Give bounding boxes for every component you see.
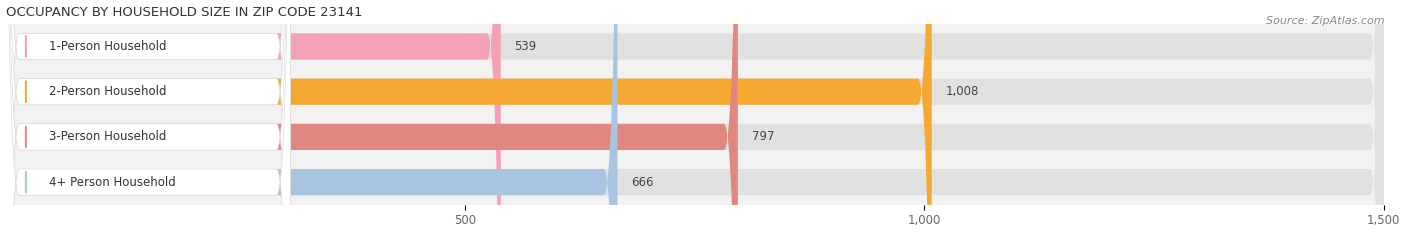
FancyBboxPatch shape bbox=[6, 160, 1384, 205]
FancyBboxPatch shape bbox=[6, 24, 1384, 69]
Text: 2-Person Household: 2-Person Household bbox=[49, 85, 166, 98]
FancyBboxPatch shape bbox=[6, 0, 932, 233]
Text: Source: ZipAtlas.com: Source: ZipAtlas.com bbox=[1267, 16, 1385, 26]
FancyBboxPatch shape bbox=[6, 0, 501, 233]
FancyBboxPatch shape bbox=[6, 0, 291, 233]
Text: 3-Person Household: 3-Person Household bbox=[49, 130, 166, 143]
FancyBboxPatch shape bbox=[6, 0, 738, 233]
FancyBboxPatch shape bbox=[6, 0, 291, 233]
Text: 4+ Person Household: 4+ Person Household bbox=[49, 176, 176, 189]
FancyBboxPatch shape bbox=[6, 69, 1384, 114]
Text: 797: 797 bbox=[752, 130, 775, 143]
FancyBboxPatch shape bbox=[6, 0, 291, 233]
FancyBboxPatch shape bbox=[6, 0, 1384, 233]
FancyBboxPatch shape bbox=[6, 0, 1384, 233]
FancyBboxPatch shape bbox=[6, 0, 1384, 233]
Text: 1,008: 1,008 bbox=[945, 85, 979, 98]
Text: 666: 666 bbox=[631, 176, 654, 189]
Text: OCCUPANCY BY HOUSEHOLD SIZE IN ZIP CODE 23141: OCCUPANCY BY HOUSEHOLD SIZE IN ZIP CODE … bbox=[6, 6, 363, 19]
FancyBboxPatch shape bbox=[6, 0, 291, 233]
FancyBboxPatch shape bbox=[6, 0, 617, 233]
FancyBboxPatch shape bbox=[6, 114, 1384, 160]
Text: 539: 539 bbox=[515, 40, 537, 53]
Text: 1-Person Household: 1-Person Household bbox=[49, 40, 166, 53]
FancyBboxPatch shape bbox=[6, 0, 1384, 233]
